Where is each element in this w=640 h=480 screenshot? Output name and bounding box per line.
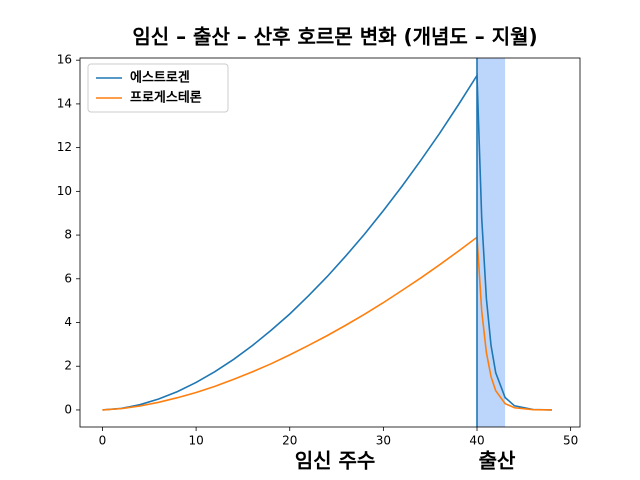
- legend-label: 에스트로겐: [130, 70, 190, 86]
- y-tick-label: 14: [57, 96, 72, 110]
- x-tick-label: 10: [188, 434, 203, 448]
- y-tick-label: 0: [64, 402, 72, 416]
- y-tick-label: 8: [64, 228, 72, 242]
- x-tick-label: 20: [282, 434, 297, 448]
- y-tick-label: 2: [64, 359, 72, 373]
- x-tick-label: 50: [563, 434, 578, 448]
- x-tick-label: 40: [469, 434, 484, 448]
- chart-title: 임신 – 출산 – 산후 호르몬 변화 (개념도 – 지월): [132, 25, 537, 49]
- x-tick-label: 30: [376, 434, 391, 448]
- y-tick-label: 6: [64, 271, 72, 285]
- legend-label: 프로게스테론: [130, 91, 202, 106]
- legend-box: [87, 63, 229, 113]
- y-tick-label: 12: [57, 140, 72, 154]
- y-tick-label: 10: [57, 184, 72, 198]
- x-tick-label: 0: [99, 434, 107, 448]
- x-axis-label: 임신 주수: [295, 449, 376, 473]
- shaded-span: [477, 58, 506, 427]
- annotation: 출산: [479, 449, 516, 473]
- series-line: [102, 235, 552, 411]
- y-tick-label: 16: [57, 53, 72, 67]
- y-tick-label: 4: [64, 315, 72, 329]
- plot-frame: [79, 57, 581, 428]
- series-line: [102, 72, 552, 411]
